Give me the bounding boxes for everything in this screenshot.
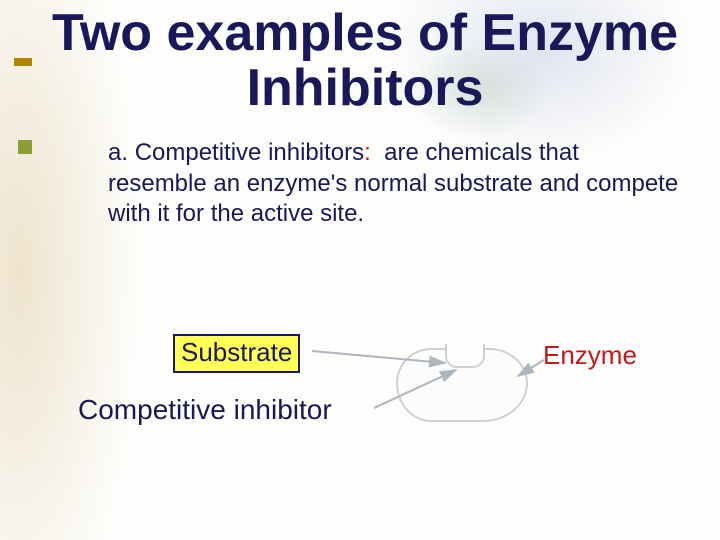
- enzyme-label: Enzyme: [543, 340, 637, 371]
- body-lead: Competitive inhibitors: [135, 139, 364, 166]
- body-colon: :: [364, 139, 371, 166]
- accent-square: [18, 140, 32, 154]
- substrate-label: Substrate: [173, 334, 300, 373]
- slide: Two examples of Enzyme Inhibitors a. Com…: [0, 0, 720, 540]
- competitive-inhibitor-label: Competitive inhibitor: [78, 394, 332, 426]
- body-text: a. Competitive inhibitors: are chemicals…: [108, 138, 680, 230]
- slide-title: Two examples of Enzyme Inhibitors: [30, 6, 700, 115]
- list-letter: a.: [108, 139, 128, 166]
- enzyme-active-site-notch: [445, 344, 485, 368]
